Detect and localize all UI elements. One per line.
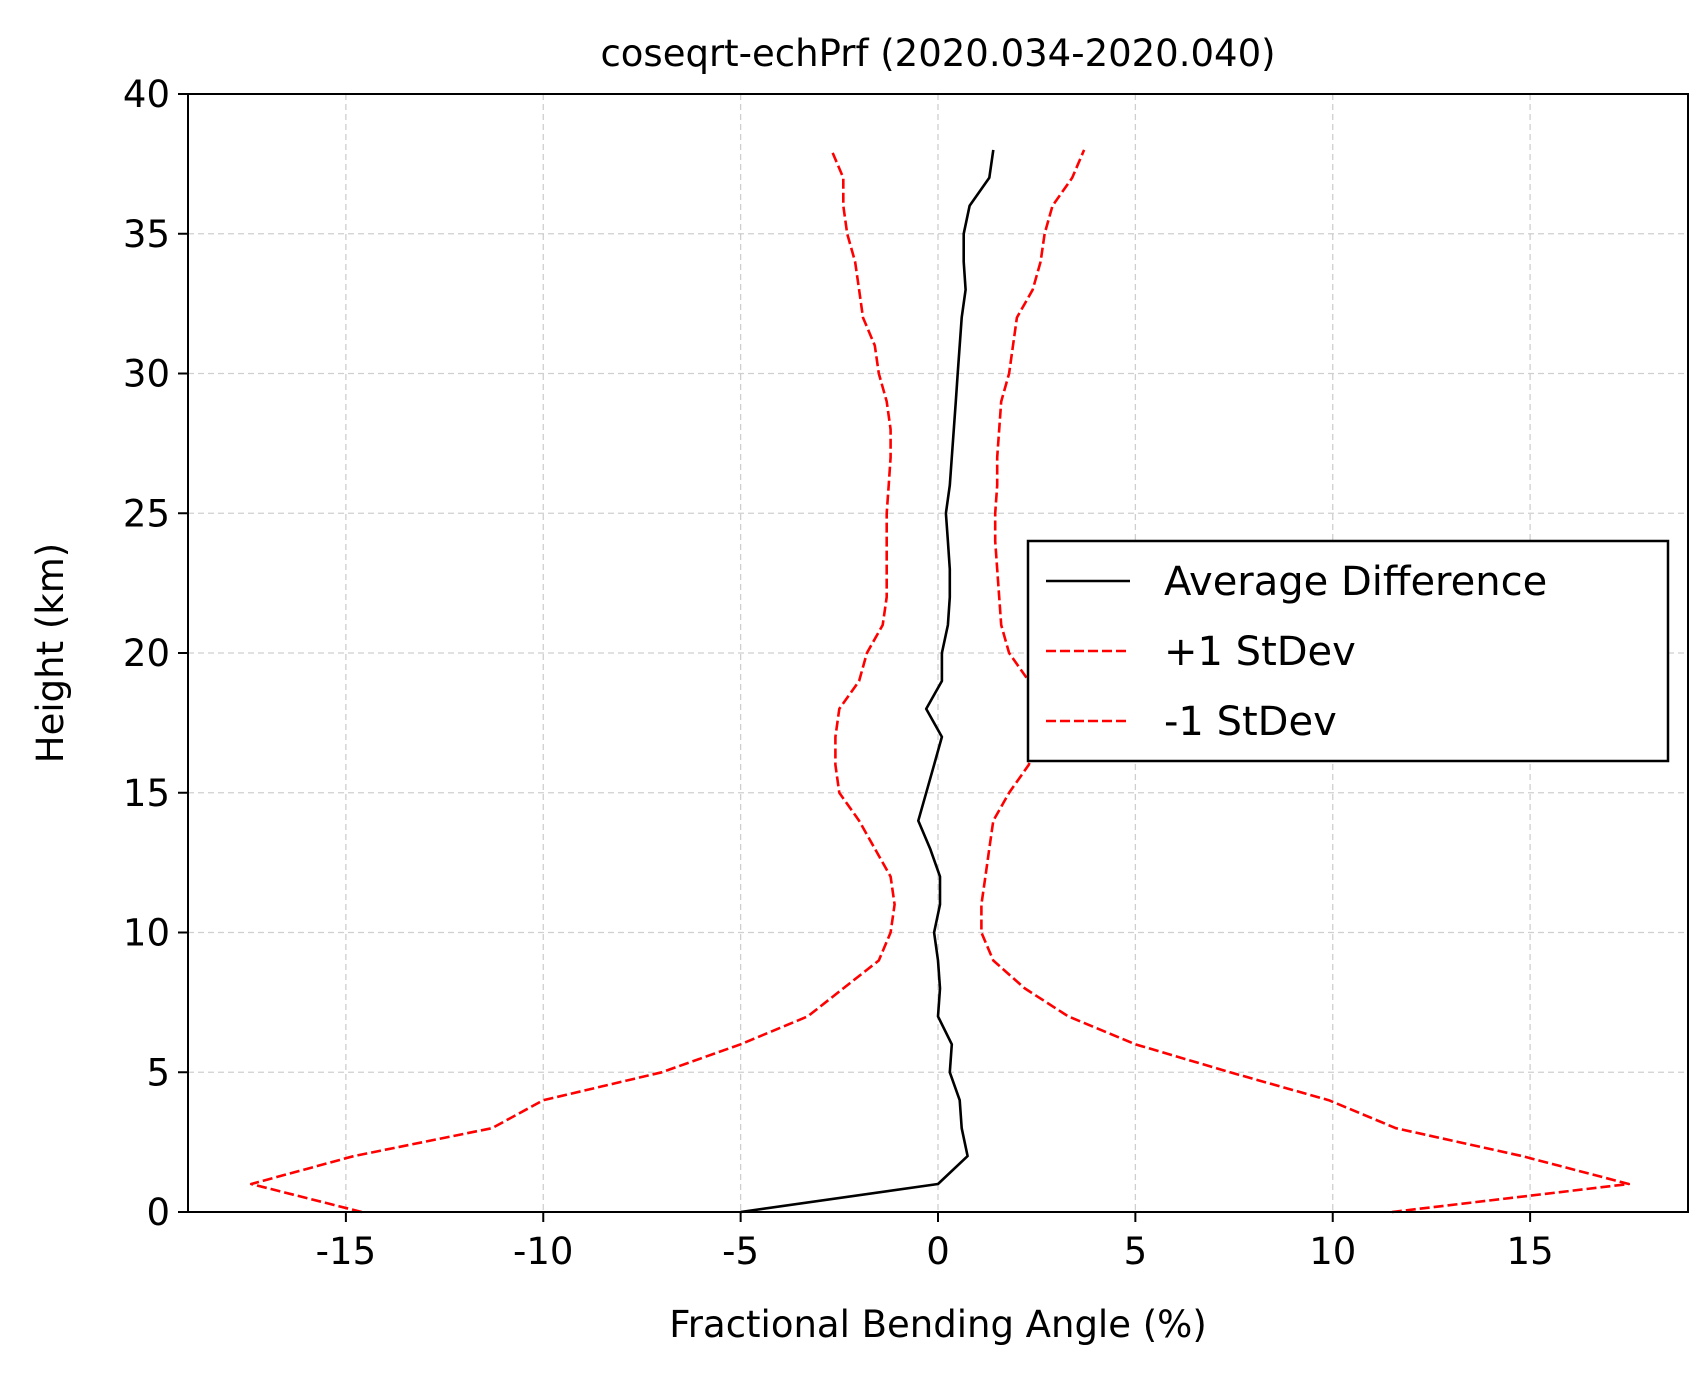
y-tick-label: 20	[123, 632, 170, 675]
y-tick-label: 35	[123, 213, 170, 256]
x-tick-label: -5	[722, 1230, 759, 1273]
legend-box	[1026, 539, 1670, 763]
y-tick-label: 30	[123, 353, 170, 396]
x-tick-label: 0	[926, 1230, 950, 1273]
chart-title: coseqrt-echPrf (2020.034-2020.040)	[600, 32, 1275, 75]
y-tick-label: 0	[146, 1191, 170, 1234]
grid	[188, 94, 1688, 1212]
x-tick-label: -15	[316, 1230, 376, 1273]
axis-ticks: -15 -10 -5 0 5 10 15 0 5 10 15 20 25 30 35 40	[123, 73, 1554, 1273]
y-axis-label: Height (km)	[29, 543, 72, 763]
x-tick-label: 10	[1309, 1230, 1356, 1273]
x-tick-label: 5	[1124, 1230, 1148, 1273]
legend-label: +1 StDev	[1164, 629, 1356, 675]
x-tick-label: 15	[1507, 1230, 1554, 1273]
x-axis-label: Fractional Bending Angle (%)	[669, 1303, 1207, 1346]
series-line-3	[249, 149, 896, 1214]
legend: Average Difference +1 StDev -1 StDev	[1026, 539, 1670, 763]
y-tick-label: 40	[123, 73, 170, 116]
y-tick-label: 25	[123, 492, 170, 535]
legend-label: Average Difference	[1164, 559, 1547, 605]
y-tick-label: 10	[123, 912, 170, 955]
y-tick-label: 5	[146, 1051, 170, 1094]
x-tick-label: -10	[513, 1230, 573, 1273]
y-tick-label: 15	[123, 772, 170, 815]
legend-label: -1 StDev	[1164, 699, 1337, 745]
series-line-1	[740, 149, 995, 1214]
